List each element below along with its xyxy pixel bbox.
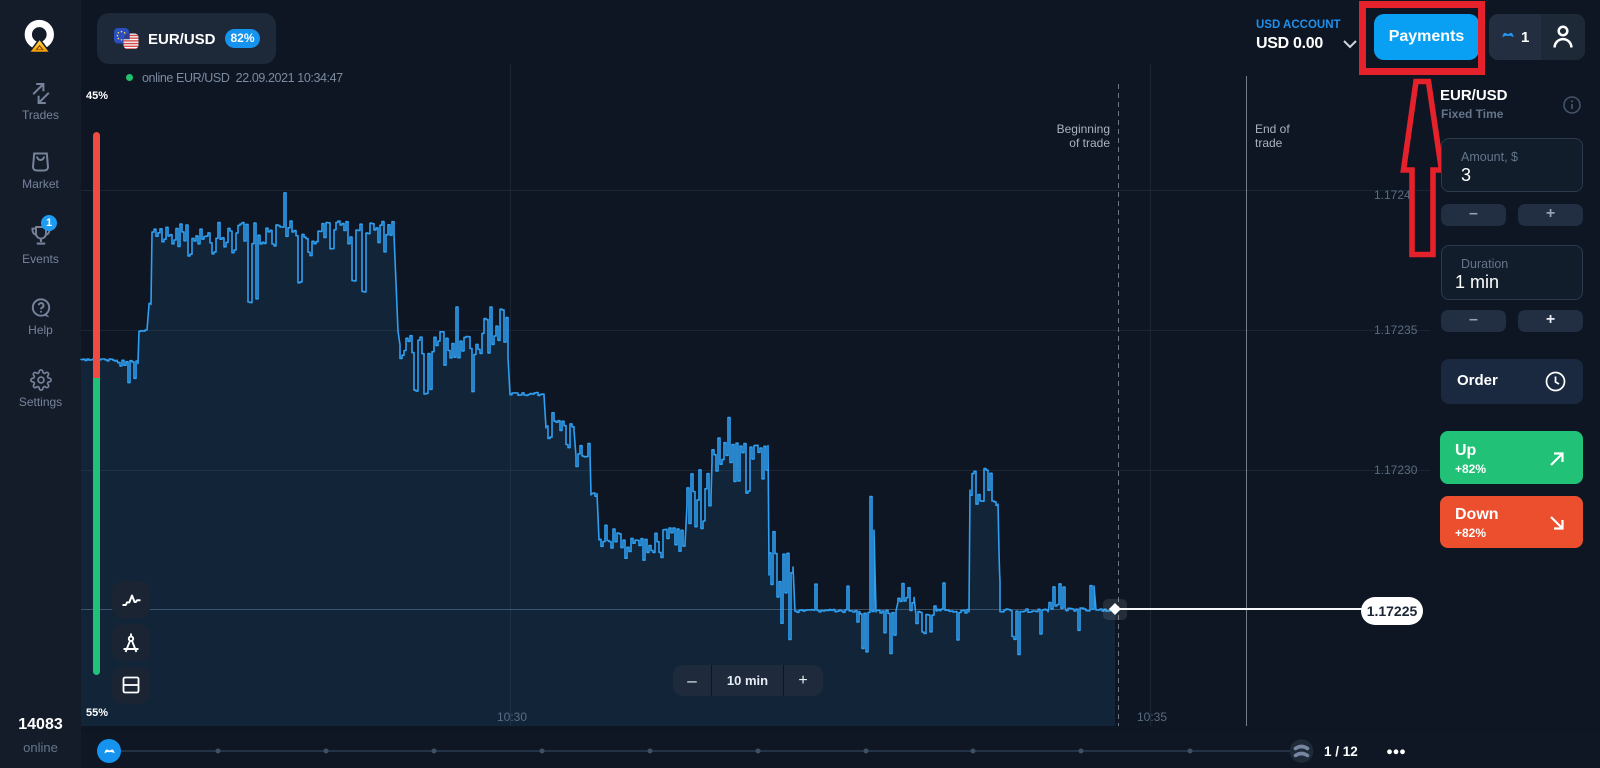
svg-text:1.1724: 1.1724 — [1374, 188, 1411, 202]
svg-text:trade: trade — [1255, 136, 1283, 150]
svg-text:10:30: 10:30 — [497, 710, 527, 724]
svg-text:10:35: 10:35 — [1137, 710, 1167, 724]
svg-text:of trade: of trade — [1069, 136, 1110, 150]
svg-text:1 / 12: 1 / 12 — [1324, 744, 1358, 759]
svg-text:Beginning: Beginning — [1057, 122, 1110, 136]
svg-text:1.17225: 1.17225 — [1367, 603, 1418, 619]
svg-text:1.17235: 1.17235 — [1374, 323, 1418, 337]
svg-text:End of: End of — [1255, 122, 1290, 136]
svg-text:1.17230: 1.17230 — [1374, 463, 1418, 477]
